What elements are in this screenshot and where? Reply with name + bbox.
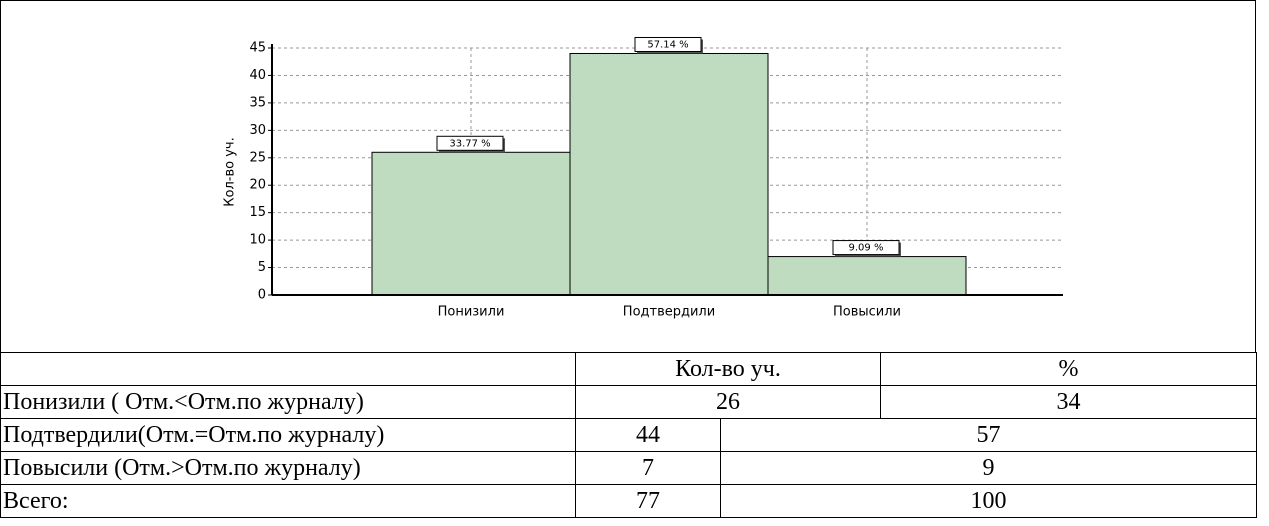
data-label-box [436, 135, 504, 151]
y-tick-label: 25 [249, 150, 266, 165]
data-label-box [634, 36, 702, 52]
bar [569, 52, 769, 296]
header-row: Кол-во уч. % [0, 352, 1258, 386]
y-tick-label: 35 [249, 95, 266, 110]
cell: 26 [574, 385, 882, 419]
y-tick-label: 20 [249, 178, 266, 193]
row: Понизили ( Отм.<Отм.по журналу) 26 34 [0, 385, 1258, 419]
y-tick-label: 0 [258, 288, 266, 303]
data-label-box [832, 240, 900, 256]
cell: 9 [719, 451, 1258, 485]
cell [0, 352, 576, 386]
cell: 77 [575, 484, 721, 518]
x-tick-label: Подтвердили [623, 305, 715, 320]
row: Повысили (Отм.>Отм.по журналу) 7 9 [0, 451, 1258, 485]
cell: 44 [575, 418, 721, 452]
cell: Подтвердили(Отм.=Отм.по журналу) [0, 418, 576, 452]
bar [767, 256, 967, 296]
x-tick-label: Понизили [438, 305, 505, 320]
bar [371, 151, 571, 296]
y-tick-label: 15 [249, 205, 266, 220]
cell: Всего: [0, 484, 576, 518]
y-tick-label: 45 [249, 41, 266, 56]
chart: Кол-во уч. 0 5 10 15 20 25 30 35 40 45 33.77 % Пони… [0, 0, 1256, 353]
table: Кол-во уч. % Понизили ( Отм.<Отм.по журн… [0, 352, 1258, 518]
data-label: 57.14 % [647, 39, 688, 50]
cell: Понизили ( Отм.<Отм.по журналу) [0, 385, 576, 419]
data-label: 9.09 % [849, 243, 884, 254]
data-label: 33.77 % [449, 138, 490, 149]
cell: % [880, 352, 1258, 386]
y-tick-label: 40 [249, 68, 266, 83]
y-tick-label: 30 [249, 123, 266, 138]
row: Всего: 77 100 [0, 484, 1258, 518]
cell: Кол-во уч. [574, 352, 882, 386]
cell: 34 [880, 385, 1258, 419]
y-tick-label: 10 [249, 233, 266, 248]
cell: Повысили (Отм.>Отм.по журналу) [0, 451, 576, 485]
cell: 100 [719, 484, 1258, 518]
y-tick-label: 5 [258, 260, 266, 275]
row: Подтвердили(Отм.=Отм.по журналу) 44 57 [0, 418, 1258, 452]
y-axis-label: Кол-во уч. [223, 137, 238, 206]
x-tick-label: Повысили [833, 305, 901, 320]
cell: 7 [575, 451, 721, 485]
cell: 57 [719, 418, 1258, 452]
